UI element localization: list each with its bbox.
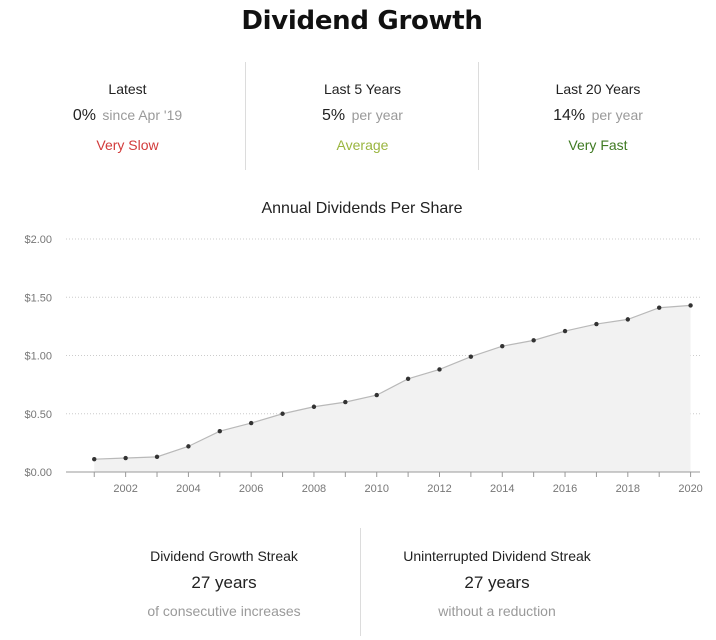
- data-point: [92, 456, 97, 462]
- streak-row: Dividend Growth Streak 27 years of conse…: [88, 528, 632, 636]
- data-point: [656, 305, 662, 310]
- stat-label: Last 20 Years: [555, 81, 641, 97]
- area-fill: [94, 305, 691, 472]
- data-point: [280, 411, 285, 416]
- streak-label: Uninterrupted Dividend Streak: [403, 548, 591, 564]
- data-point: [594, 321, 599, 327]
- data-point: [123, 455, 128, 461]
- data-points: [92, 303, 693, 462]
- data-point: [437, 367, 442, 372]
- stat-rating: Average: [336, 137, 389, 153]
- data-point: [562, 328, 568, 334]
- x-tick-label: 2016: [553, 483, 577, 495]
- x-tick-label: 2002: [113, 483, 137, 495]
- data-point: [374, 392, 379, 398]
- streak-label: Dividend Growth Streak: [150, 548, 298, 564]
- chart-title: Annual Dividends Per Share: [261, 200, 463, 217]
- data-point: [343, 399, 348, 405]
- uninterrupted-dividend-streak: Uninterrupted Dividend Streak 27 years w…: [360, 528, 633, 636]
- streak-note: of consecutive increases: [147, 603, 301, 619]
- streak-value: 27 years: [191, 573, 257, 592]
- data-point: [217, 429, 222, 434]
- data-point: [468, 354, 474, 359]
- data-point: [154, 454, 160, 460]
- stat-percent: 14%: [553, 107, 586, 124]
- x-tick-label: 2012: [427, 483, 451, 495]
- stat-label: Last 5 Years: [323, 81, 402, 97]
- data-point: [186, 444, 191, 449]
- y-tick-label: $1.50: [24, 292, 52, 304]
- y-tick-label: $2.00: [24, 234, 52, 246]
- x-tick-label: 2006: [239, 483, 263, 495]
- stat-last-20-years: Last 20 Years 14% per year Very Fast: [478, 62, 716, 170]
- stat-unit: since Apr '19: [102, 107, 183, 123]
- dividend-chart: $0.00$0.50$1.00$1.50$2.00 2002 2004 2006 20…: [24, 234, 703, 495]
- y-tick-label: $0.00: [24, 467, 52, 479]
- streak-value: 27 years: [464, 573, 530, 592]
- x-tick-label: 2008: [302, 483, 326, 495]
- x-tick-label: 2004: [176, 483, 200, 495]
- data-point: [500, 343, 505, 349]
- stat-latest: Latest 0% since Apr '19 Very Slow: [10, 62, 245, 170]
- page-title: Dividend Growth: [241, 6, 483, 36]
- x-tick-label: 2018: [616, 483, 640, 495]
- stat-value: 0% since Apr '19: [10, 107, 245, 125]
- stat-label: Latest: [108, 81, 147, 97]
- growth-stats-row: Latest 0% since Apr '19 Very Slow Last 5…: [10, 62, 716, 170]
- stat-unit: per year: [351, 107, 403, 123]
- x-tick-label: 2020: [678, 483, 702, 495]
- stat-last-5-years: Last 5 Years 5% per year Average: [245, 62, 479, 170]
- data-point: [248, 420, 254, 426]
- data-point: [531, 338, 536, 343]
- y-tick-label: $0.50: [24, 409, 52, 421]
- data-point: [688, 303, 693, 308]
- stat-value: 5% per year: [246, 107, 479, 125]
- stat-rating: Very Fast: [568, 137, 628, 153]
- y-axis-labels: $0.00 $0.50 $1.00 $1.50 $2.00: [24, 234, 52, 479]
- stat-rating: Very Slow: [96, 137, 159, 153]
- y-tick-label: $1.00: [24, 351, 52, 363]
- data-point: [405, 376, 411, 381]
- data-point: [625, 317, 631, 322]
- series-line: [94, 304, 691, 460]
- stat-percent: 5%: [322, 107, 346, 124]
- stat-unit: per year: [591, 107, 643, 123]
- stat-percent: 0%: [72, 107, 96, 124]
- x-axis-ticks: 2002 2004 2006 2008 2010 2012 2014 2016 2018 2020: [93, 472, 703, 495]
- dividend-growth-streak: Dividend Growth Streak 27 years of conse…: [88, 528, 360, 636]
- stat-value: 14% per year: [479, 107, 716, 125]
- data-point: [311, 404, 317, 409]
- x-tick-label: 2014: [490, 483, 514, 495]
- streak-note: without a reduction: [438, 603, 556, 619]
- x-tick-label: 2010: [364, 483, 388, 495]
